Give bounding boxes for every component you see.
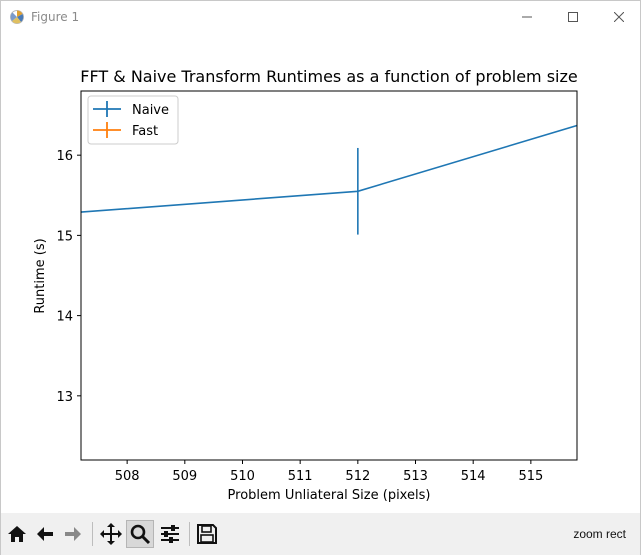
status-message: zoom rect — [573, 527, 626, 541]
close-button[interactable] — [596, 1, 641, 33]
minimize-button[interactable] — [504, 1, 550, 33]
pan-icon — [100, 523, 122, 545]
legend-label-fast: Fast — [132, 124, 158, 139]
legend-label-naive: Naive — [132, 103, 169, 118]
forward-button[interactable] — [59, 520, 87, 548]
home-button[interactable] — [3, 520, 31, 548]
close-icon — [614, 12, 624, 22]
chart-title: FFT & Naive Transform Runtimes as a func… — [80, 67, 577, 86]
pan-button[interactable] — [97, 520, 125, 548]
maximize-icon — [568, 12, 578, 22]
zoom-icon — [130, 524, 151, 545]
navigation-toolbar: zoom rect — [1, 513, 640, 555]
back-button[interactable] — [31, 520, 59, 548]
legend-marker-fast — [93, 122, 121, 138]
toolbar-separator — [92, 522, 93, 546]
legend-marker-naive — [93, 101, 121, 117]
configure-subplots-button[interactable] — [156, 520, 184, 548]
forward-arrow-icon — [65, 527, 81, 541]
maximize-button[interactable] — [550, 1, 596, 33]
legend: Naive Fast — [87, 95, 179, 145]
figure-canvas[interactable]: FFT & Naive Transform Runtimes as a func… — [1, 33, 640, 511]
x-tick-label: 514 — [461, 469, 486, 484]
x-tick-label: 513 — [403, 469, 428, 484]
x-tick-label: 508 — [115, 469, 140, 484]
x-axis-label: Problem Unliateral Size (pixels) — [228, 488, 431, 503]
y-tick-label: 13 — [56, 390, 73, 405]
x-tick-label: 509 — [172, 469, 197, 484]
window-title: Figure 1 — [31, 10, 80, 24]
y-tick-label: 16 — [56, 149, 73, 164]
x-tick-label: 510 — [230, 469, 255, 484]
back-arrow-icon — [37, 527, 53, 541]
configure-subplots-icon — [161, 525, 179, 543]
title-bar[interactable]: Figure 1 — [1, 1, 640, 33]
x-tick-label: 511 — [288, 469, 313, 484]
x-tick-label: 515 — [518, 469, 543, 484]
runtime-chart[interactable]: FFT & Naive Transform Runtimes as a func… — [1, 33, 640, 511]
x-tick-label: 512 — [345, 469, 370, 484]
toolbar-separator — [189, 522, 190, 546]
minimize-icon — [522, 16, 532, 18]
axes-frame — [80, 90, 578, 461]
plot-area[interactable]: 508 509 510 511 512 513 514 515 13 14 15 16 — [56, 90, 578, 484]
save-icon — [197, 524, 217, 544]
y-axis-label: Runtime (s) — [33, 238, 48, 313]
y-tick-label: 14 — [56, 310, 73, 325]
y-tick-label: 15 — [56, 229, 73, 244]
zoom-button[interactable] — [126, 520, 154, 548]
home-icon — [8, 526, 26, 542]
matplotlib-logo-icon — [10, 10, 24, 24]
save-button[interactable] — [193, 520, 221, 548]
